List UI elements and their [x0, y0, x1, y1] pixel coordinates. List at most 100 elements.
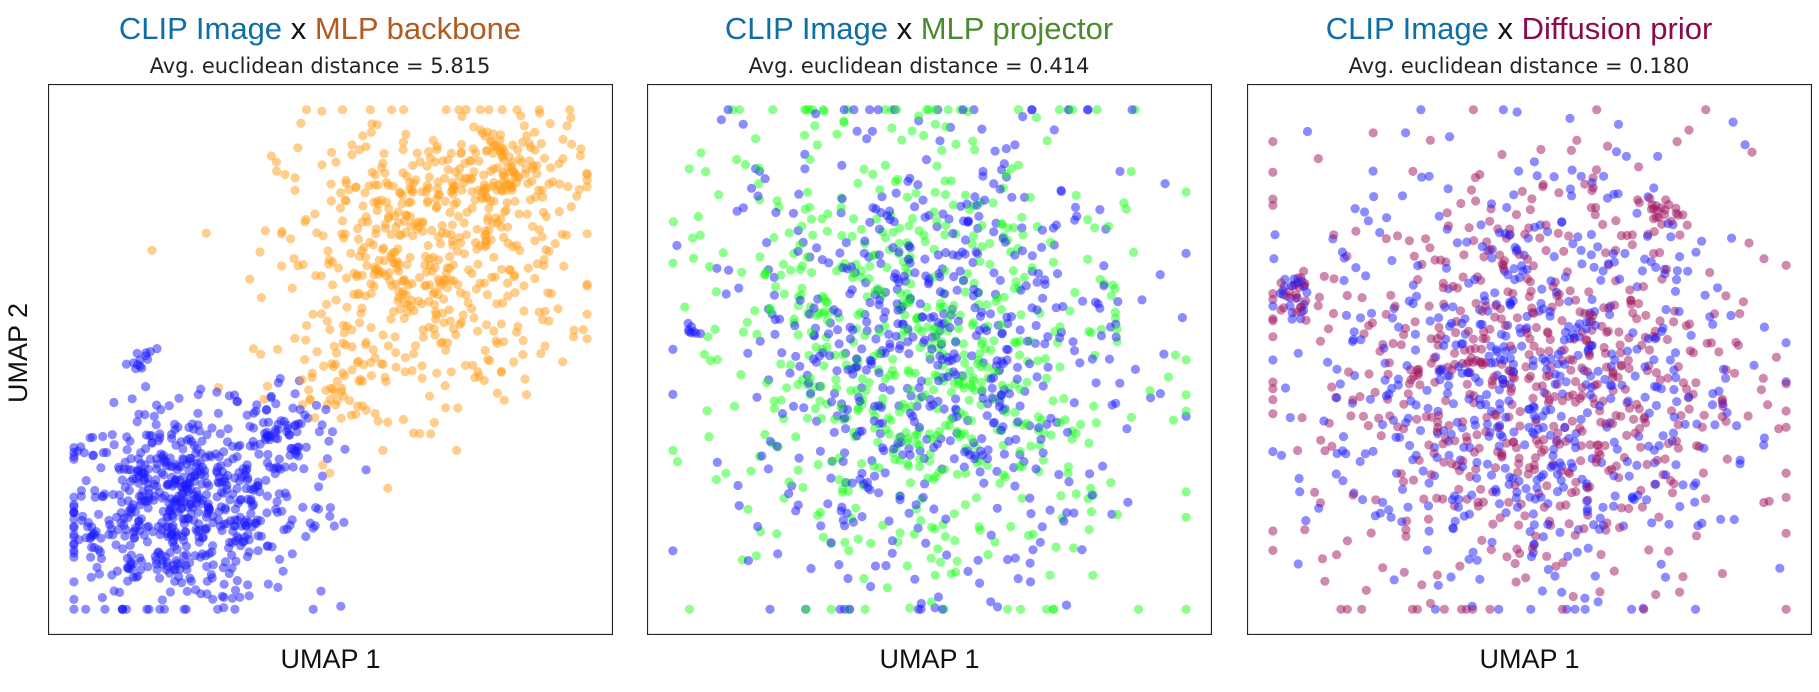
scatter-point: [1665, 355, 1675, 365]
scatter-point: [1557, 604, 1567, 614]
scatter-point: [1508, 288, 1518, 299]
scatter-point: [1670, 286, 1681, 296]
scatter-point: [1031, 320, 1041, 331]
scatter-point: [554, 159, 564, 169]
scatter-point: [817, 413, 827, 423]
scatter-point: [968, 136, 978, 146]
scatter-point: [1577, 383, 1587, 393]
scatter-point: [288, 403, 298, 413]
scatter-point: [934, 376, 944, 386]
scatter-point: [1425, 243, 1435, 253]
scatter-point: [935, 272, 945, 282]
scatter-point: [1396, 340, 1406, 350]
scatter-point: [440, 196, 450, 206]
scatter-point: [1464, 554, 1474, 564]
scatter-point: [953, 316, 964, 326]
scatter-point: [1531, 322, 1541, 333]
scatter-point: [204, 504, 215, 514]
scatter-point: [351, 182, 361, 192]
scatter-point: [1568, 239, 1578, 249]
scatter-point: [985, 309, 996, 319]
scatter-point: [537, 232, 547, 242]
scatter-point: [421, 187, 431, 197]
scatter-point: [1591, 457, 1601, 467]
scatter-point: [1744, 238, 1754, 248]
scatter-point: [907, 213, 918, 224]
scatter-point: [562, 121, 572, 131]
scatter-point: [461, 230, 471, 240]
scatter-point: [76, 486, 86, 496]
scatter-point: [380, 223, 390, 233]
scatter-point: [1642, 495, 1652, 505]
scatter-point: [1355, 456, 1365, 467]
scatter-point: [197, 549, 207, 559]
scatter-point: [399, 298, 409, 308]
scatter-point: [1632, 208, 1642, 218]
scatter-point: [914, 383, 924, 393]
scatter-point: [970, 145, 980, 155]
scatter-point: [901, 427, 911, 438]
scatter-point: [855, 396, 865, 406]
scatter-point: [1155, 389, 1165, 399]
scatter-point: [1582, 408, 1592, 418]
scatter-point: [428, 252, 438, 262]
scatter-point: [901, 263, 911, 273]
scatter-point: [873, 105, 883, 115]
scatter-point: [489, 326, 499, 336]
scatter-point: [1622, 456, 1632, 467]
title-clip: CLIP Image: [724, 11, 888, 46]
scatter-point: [411, 341, 421, 351]
scatter-point: [512, 105, 522, 115]
scatter-point: [1137, 295, 1147, 305]
scatter-point: [168, 536, 179, 546]
scatter-point: [1660, 572, 1671, 582]
scatter-point: [1424, 478, 1434, 488]
scatter-point: [127, 394, 137, 404]
scatter-point: [997, 380, 1007, 390]
scatter-point: [1490, 463, 1501, 473]
scatter-point: [1629, 414, 1639, 424]
scatter-point: [473, 367, 483, 377]
scatter-point: [518, 350, 528, 360]
scatter-point: [769, 233, 779, 243]
scatter-point: [1485, 216, 1495, 226]
scatter-point: [378, 445, 388, 455]
scatter-point: [1475, 574, 1485, 584]
scatter-point: [337, 383, 347, 393]
scatter-point: [1740, 140, 1750, 150]
scatter-point: [372, 205, 382, 216]
scatter-point: [910, 368, 920, 378]
scatter-point: [797, 261, 807, 271]
scatter-point: [1402, 361, 1412, 371]
scatter-point: [279, 525, 289, 535]
scatter-point: [509, 357, 519, 367]
scatter-point: [888, 354, 898, 364]
scatter-point: [965, 450, 975, 460]
scatter-point: [415, 429, 425, 439]
scatter-point: [870, 561, 881, 571]
scatter-point: [1314, 503, 1324, 513]
scatter-point: [456, 317, 467, 328]
scatter-point: [816, 521, 826, 531]
scatter-point: [1781, 338, 1791, 348]
scatter-point: [337, 216, 348, 226]
scatter-point: [1564, 296, 1574, 306]
scatter-point: [1544, 346, 1554, 356]
scatter-point: [1084, 525, 1094, 535]
scatter-point: [920, 254, 930, 264]
scatter-point: [1038, 381, 1048, 391]
scatter-point: [1555, 527, 1565, 537]
scatter-point: [401, 290, 411, 300]
scatter-point: [865, 485, 875, 495]
scatter-point: [1691, 478, 1701, 488]
scatter-point: [367, 167, 377, 177]
scatter-point: [1042, 136, 1052, 146]
scatter-point: [1557, 217, 1567, 227]
scatter-point: [879, 313, 889, 323]
scatter-point: [426, 429, 436, 439]
scatter-point: [1160, 179, 1170, 189]
scatter-point: [1468, 105, 1478, 115]
scatter-point: [262, 405, 272, 415]
scatter-point: [225, 495, 235, 505]
scatter-point: [1070, 202, 1081, 212]
